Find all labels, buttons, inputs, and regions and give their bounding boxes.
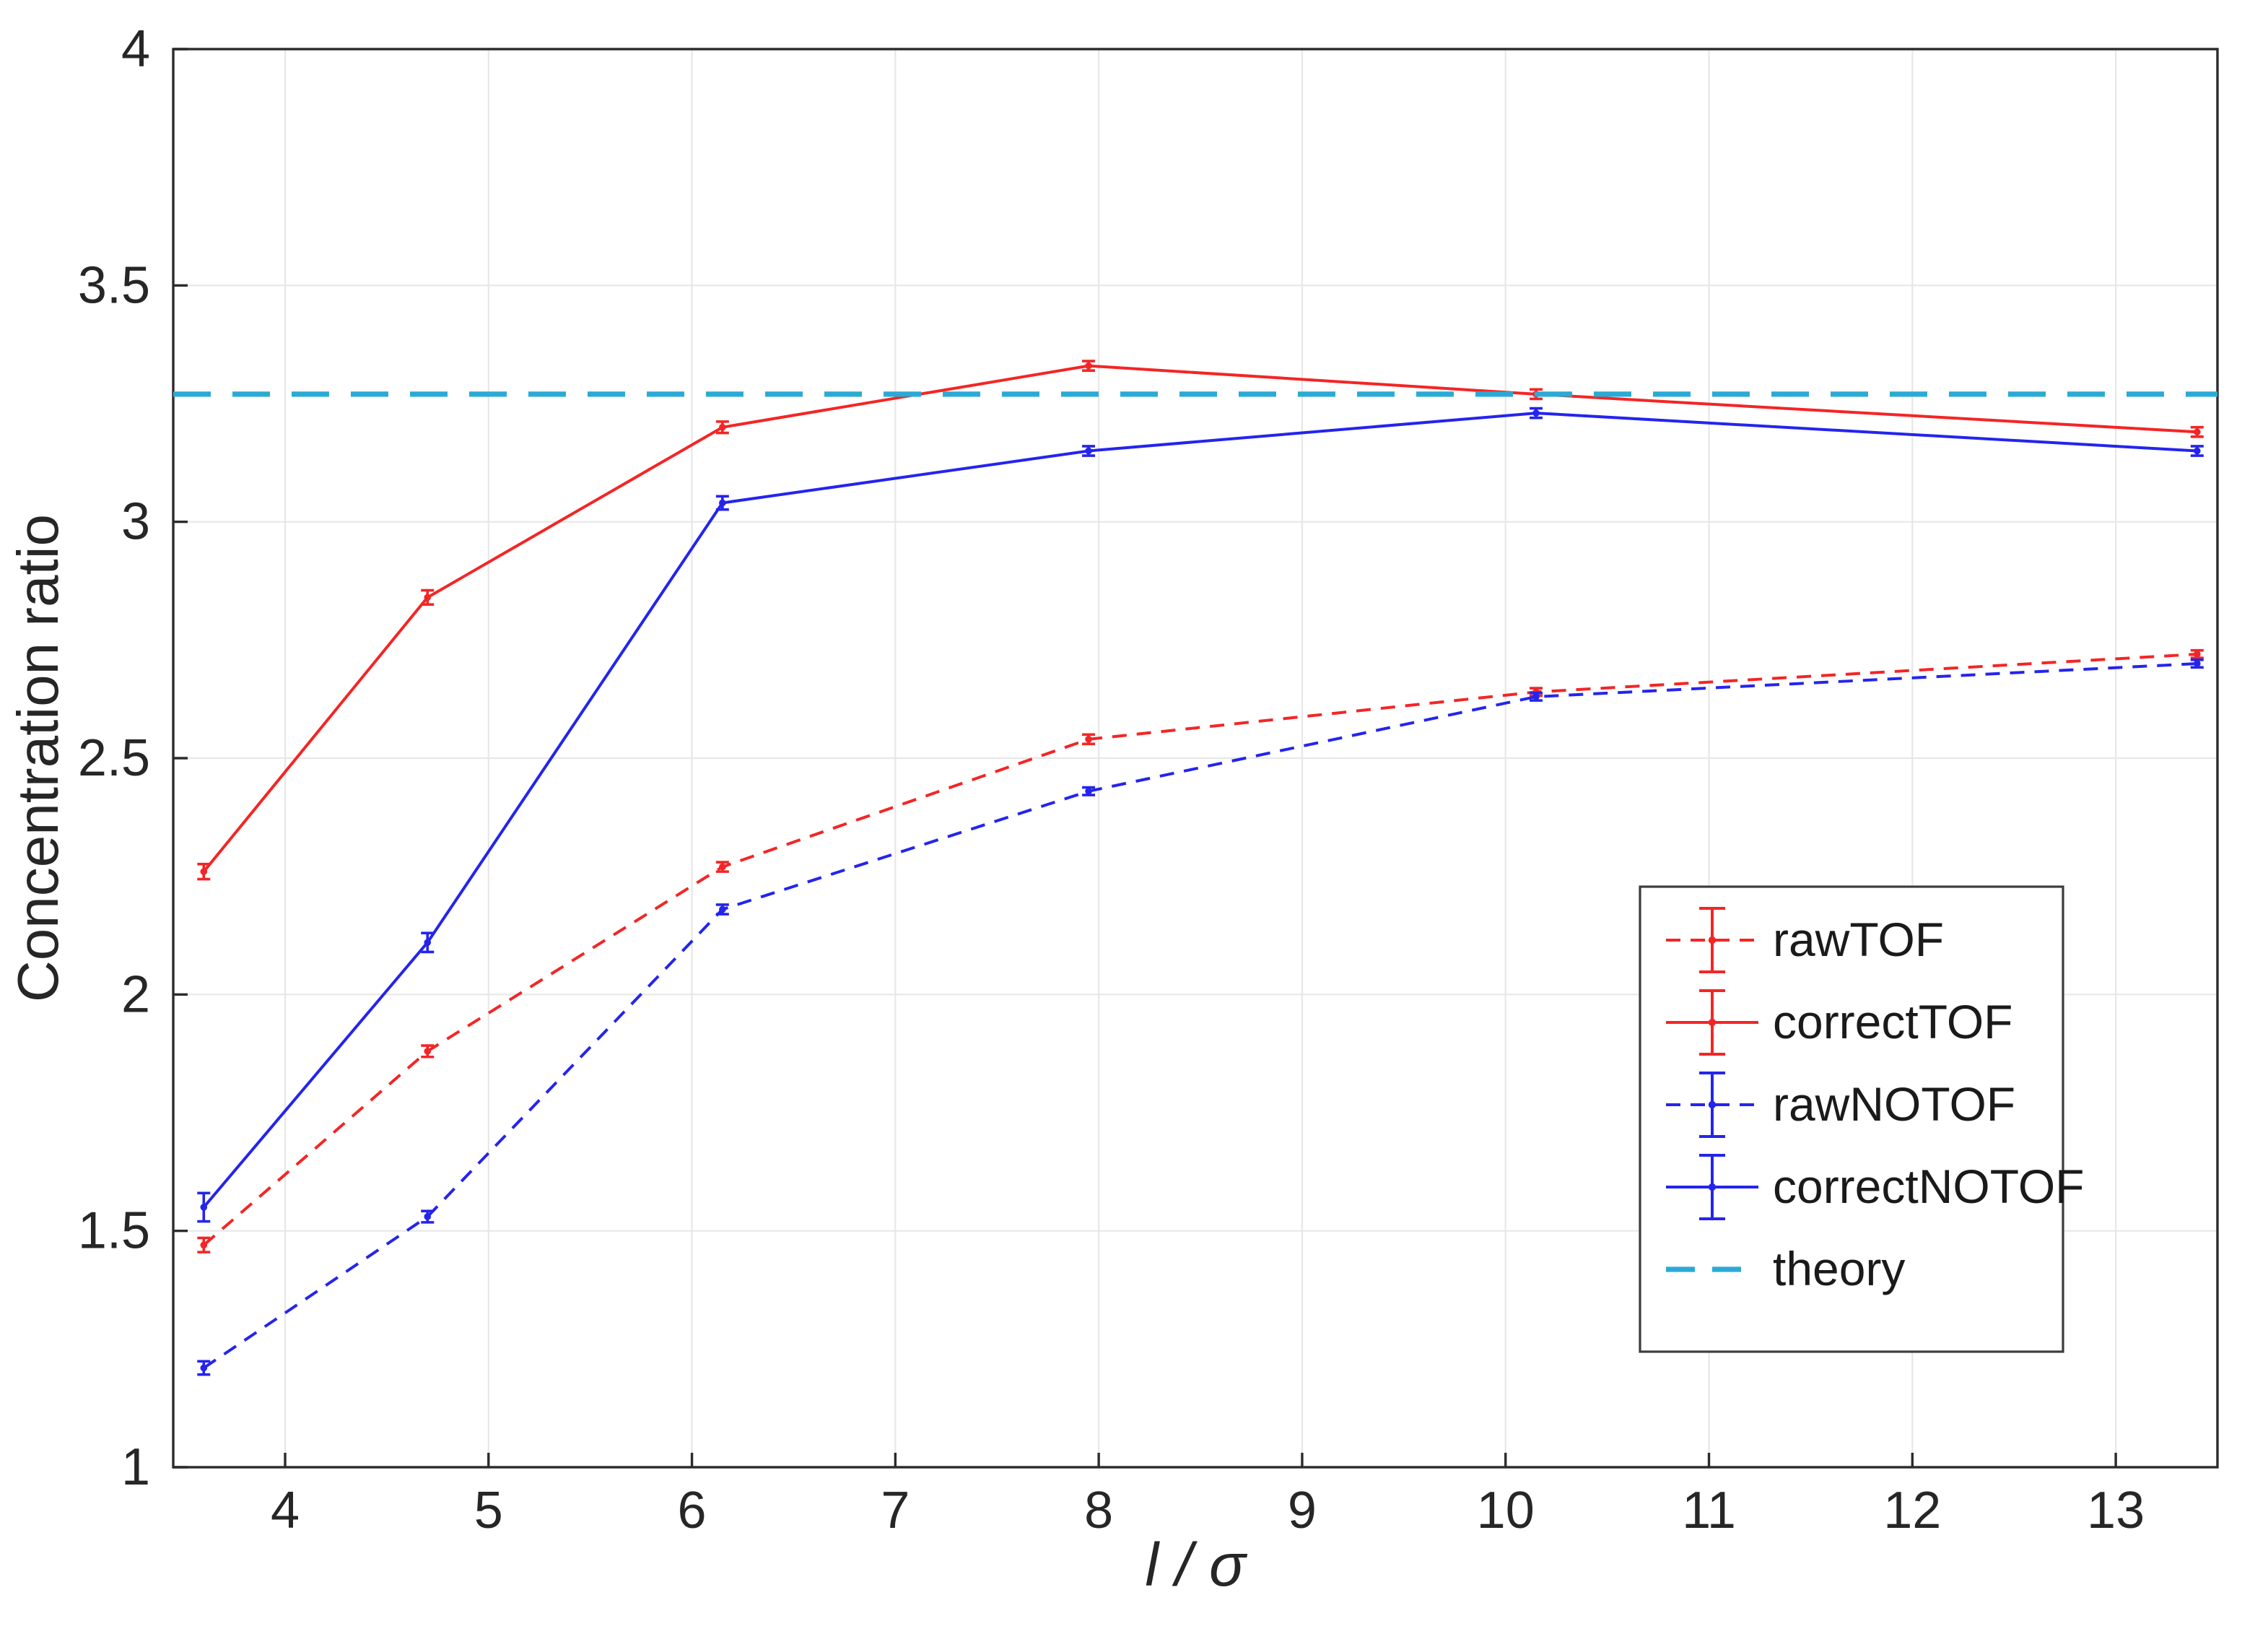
legend-item-correcttof: correctTOF	[1666, 989, 2012, 1056]
data-point-marker	[200, 1204, 208, 1211]
data-point-marker	[1532, 409, 1540, 417]
y-tick-label: 3	[121, 493, 150, 551]
data-point-marker	[424, 1213, 432, 1220]
x-tick-label: 4	[271, 1482, 300, 1539]
y-tick-label: 1.5	[78, 1202, 150, 1260]
data-point-marker	[719, 863, 726, 871]
data-point-marker	[1532, 693, 1540, 700]
series-rawNOTOF	[197, 659, 2204, 1376]
data-point-marker	[1085, 788, 1092, 795]
data-point-marker	[424, 594, 432, 601]
data-point-marker	[2194, 651, 2201, 658]
legend-label-theory: theory	[1773, 1242, 1905, 1295]
x-tick-label: 8	[1084, 1482, 1113, 1539]
legend-box	[1639, 885, 2064, 1353]
data-point-marker	[200, 1241, 208, 1249]
legend-sample-marker	[1708, 936, 1717, 944]
legend-label-correcttof: correctTOF	[1773, 995, 2012, 1048]
data-point-marker	[719, 499, 726, 507]
y-tick-label: 3.5	[78, 256, 150, 314]
legend-sample-marker	[1708, 1018, 1717, 1027]
y-axis-label: Concentration ratio	[6, 514, 70, 1002]
legend-icon-correctnotof-errorbar	[1666, 1154, 1758, 1220]
legend-item-correctnotof: correctNOTOF	[1666, 1154, 2084, 1220]
x-tick-label: 13	[2087, 1482, 2145, 1539]
data-point-marker	[719, 423, 726, 431]
series-correctNOTOF	[197, 407, 2204, 1223]
series-line	[202, 652, 2197, 1246]
legend-label-rawtof: rawTOF	[1773, 913, 1944, 966]
data-point-marker	[424, 1048, 432, 1055]
data-point-marker	[424, 939, 432, 947]
data-point-marker	[2194, 447, 2201, 455]
series-correctTOF	[197, 360, 2204, 881]
x-tick-label: 11	[1682, 1482, 1736, 1539]
x-tick-label: 6	[678, 1482, 707, 1539]
data-point-marker	[200, 1364, 208, 1372]
data-point-marker	[719, 905, 726, 913]
series-line	[202, 412, 2197, 1209]
y-tick-label: 2	[121, 965, 150, 1023]
legend-sample-marker	[1708, 1183, 1717, 1191]
y-tick-label: 4	[121, 20, 150, 78]
legend-item-theory: theory	[1666, 1242, 1905, 1295]
x-tick-label: 5	[474, 1482, 503, 1539]
data-point-marker	[200, 868, 208, 875]
x-tick-label: 9	[1288, 1482, 1317, 1539]
data-point-marker	[1085, 447, 1092, 455]
legend-label-correctnotof: correctNOTOF	[1773, 1160, 2084, 1213]
legend-label-rawnotof: rawNOTOF	[1773, 1077, 2015, 1131]
x-axis-label: l / σ	[1145, 1531, 1248, 1599]
legend: rawTOF correctTOF rawNOTOF correctNOTOF …	[1639, 885, 2084, 1353]
data-point-marker	[1085, 736, 1092, 743]
axes-layer: 4 5 6 7 8 9 10 11 12 13 1 1.5 2 2.5 3 3.5 4	[78, 20, 2219, 1539]
legend-sample-marker	[1708, 1100, 1717, 1109]
x-tick-label: 12	[1883, 1482, 1941, 1539]
legend-item-rawnotof: rawNOTOF	[1666, 1072, 2015, 1138]
data-point-marker	[1085, 362, 1092, 370]
legend-icon-rawnotof-errorbar	[1666, 1072, 1758, 1138]
legend-icon-rawtof-errorbar	[1666, 907, 1758, 973]
y-tick-label: 1	[121, 1438, 150, 1496]
series-layer	[173, 360, 2217, 1376]
legend-item-rawtof: rawTOF	[1666, 907, 1944, 973]
series-line	[203, 662, 2197, 1370]
data-point-marker	[2194, 428, 2201, 436]
x-tick-label: 10	[1477, 1482, 1535, 1539]
x-tick-label: 7	[881, 1482, 910, 1539]
legend-icon-correcttof-errorbar	[1666, 989, 1758, 1056]
series-rawTOF	[197, 648, 2204, 1253]
data-point-marker	[2194, 660, 2201, 667]
y-tick-label: 2.5	[78, 729, 150, 787]
